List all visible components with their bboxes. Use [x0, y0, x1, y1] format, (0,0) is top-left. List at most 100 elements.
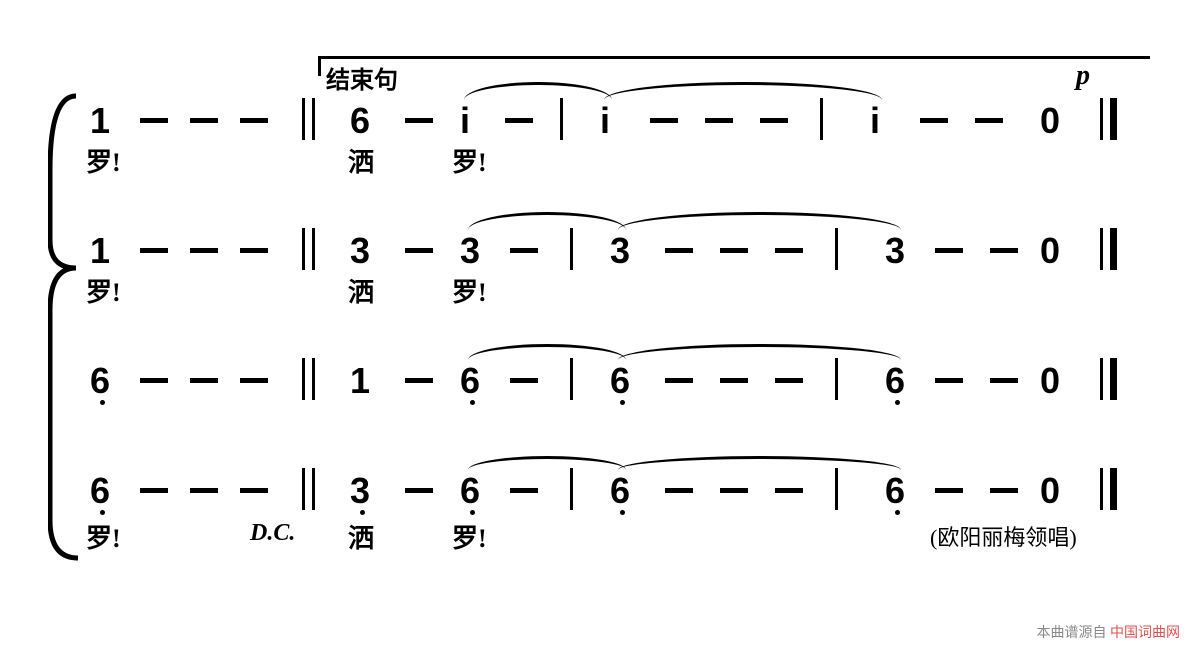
- double-barline: [302, 358, 305, 400]
- rest-dash: [760, 118, 788, 123]
- note: 3: [350, 230, 370, 272]
- rest-dash: [405, 118, 433, 123]
- note: 6: [460, 470, 480, 512]
- staff-2: 1 3 3 3 3 0: [80, 230, 1140, 290]
- ending-bracket: [318, 56, 1150, 76]
- footer: 本曲谱源自 中国词曲网: [1037, 622, 1181, 642]
- rest-dash: [990, 248, 1018, 253]
- note: 3: [460, 230, 480, 272]
- note: i: [460, 100, 470, 142]
- slur: [618, 344, 901, 360]
- double-barline: [302, 98, 305, 140]
- rest-dash: [405, 488, 433, 493]
- lyric: 罗!: [452, 142, 487, 179]
- octave-dot-below: [620, 510, 625, 515]
- lyric: 罗!: [86, 518, 121, 555]
- rest-dash: [190, 488, 218, 493]
- octave-dot-below: [100, 510, 105, 515]
- double-barline: [302, 228, 305, 270]
- final-barline: [1100, 98, 1103, 140]
- rest-dash: [665, 488, 693, 493]
- rest-dash: [935, 488, 963, 493]
- final-barline: [1110, 468, 1117, 510]
- slur: [604, 82, 882, 100]
- rest-dash: [240, 118, 268, 123]
- barline: [570, 468, 573, 510]
- note: 6: [885, 470, 905, 512]
- rest-dash: [140, 118, 168, 123]
- rest-dash: [775, 248, 803, 253]
- note: 6: [610, 470, 630, 512]
- double-barline: [312, 468, 315, 510]
- rest-dash: [720, 248, 748, 253]
- slur: [618, 456, 901, 470]
- note: 3: [610, 230, 630, 272]
- final-barline: [1110, 228, 1117, 270]
- rest-dash: [140, 248, 168, 253]
- octave-dot-below: [470, 400, 475, 405]
- final-barline: [1110, 358, 1117, 400]
- footer-source: 本曲谱源自: [1037, 626, 1107, 641]
- rest-dash: [775, 488, 803, 493]
- staff-1: 1 6 i i i 0: [80, 100, 1140, 160]
- note: 1: [350, 360, 370, 402]
- octave-dot-below: [470, 510, 475, 515]
- rest-dash: [650, 118, 678, 123]
- rest-dash: [775, 378, 803, 383]
- rest-dash: [140, 488, 168, 493]
- slur: [468, 212, 626, 230]
- octave-dot-below: [620, 400, 625, 405]
- rest-dash: [140, 378, 168, 383]
- double-barline: [312, 98, 315, 140]
- note: 6: [90, 470, 110, 512]
- rest-dash: [920, 118, 948, 123]
- note: 6: [350, 100, 370, 142]
- lyric: 罗!: [86, 272, 121, 309]
- note: 3: [885, 230, 905, 272]
- final-barline: [1100, 228, 1103, 270]
- rest-dash: [510, 248, 538, 253]
- rest-dash: [190, 378, 218, 383]
- note: 0: [1040, 470, 1060, 512]
- note: 6: [885, 360, 905, 402]
- rest-dash: [405, 378, 433, 383]
- slur: [464, 82, 612, 100]
- rest-dash: [240, 488, 268, 493]
- staff-3: 6 1 6 6 6 0: [80, 360, 1140, 420]
- note: 0: [1040, 230, 1060, 272]
- rest-dash: [240, 378, 268, 383]
- rest-dash: [665, 248, 693, 253]
- lyric: 罗!: [452, 272, 487, 309]
- rest-dash: [665, 378, 693, 383]
- note: 6: [90, 360, 110, 402]
- ending-label: 结束句: [326, 60, 398, 95]
- rest-dash: [975, 118, 1003, 123]
- octave-dot-below: [895, 400, 900, 405]
- note: i: [600, 100, 610, 142]
- double-barline: [312, 358, 315, 400]
- barline: [570, 358, 573, 400]
- slur: [618, 212, 901, 230]
- barline: [835, 358, 838, 400]
- rest-dash: [190, 118, 218, 123]
- note: 0: [1040, 360, 1060, 402]
- final-barline: [1110, 98, 1117, 140]
- rest-dash: [240, 248, 268, 253]
- barline: [570, 228, 573, 270]
- lyric: 洒: [348, 272, 374, 309]
- slur: [468, 344, 626, 360]
- final-barline: [1100, 468, 1103, 510]
- octave-dot-below: [895, 510, 900, 515]
- dc-marking: D.C.: [250, 520, 295, 547]
- rest-dash: [935, 378, 963, 383]
- double-barline: [302, 468, 305, 510]
- barline: [560, 98, 563, 140]
- final-barline: [1100, 358, 1103, 400]
- rest-dash: [705, 118, 733, 123]
- note: 3: [350, 470, 370, 512]
- lyric: 洒: [348, 142, 374, 179]
- footer-link[interactable]: 中国词曲网: [1110, 626, 1180, 641]
- note: 6: [460, 360, 480, 402]
- rest-dash: [720, 488, 748, 493]
- credit: (欧阳丽梅领唱): [930, 520, 1077, 552]
